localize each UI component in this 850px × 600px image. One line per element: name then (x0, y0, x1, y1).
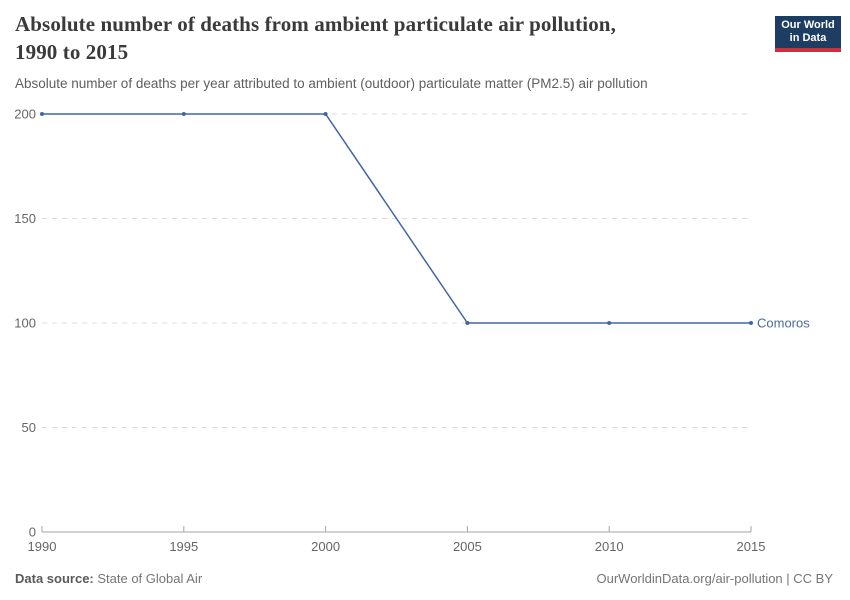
series-line (42, 113, 751, 324)
x-axis-tick-label: 2005 (453, 539, 482, 554)
page-title: Absolute number of deaths from ambient p… (15, 12, 616, 64)
owid-logo-line1: Our World (781, 19, 835, 31)
y-axis-tick-label: 0 (29, 525, 36, 540)
x-axis-tick-label: 2010 (595, 539, 624, 554)
data-point (749, 321, 753, 325)
y-axis-tick-label: 100 (14, 316, 36, 331)
owid-logo-line2: in Data (789, 32, 827, 44)
series-end-label: Comoros (757, 316, 810, 331)
data-point (40, 112, 44, 116)
data-source: Data source: State of Global Air (15, 571, 202, 586)
data-source-value: State of Global Air (93, 570, 203, 586)
y-axis-tick-label: 50 (22, 420, 36, 435)
x-axis-tick-label: 2000 (311, 539, 340, 554)
owid-logo[interactable]: Our World in Data (775, 16, 841, 52)
data-point (181, 112, 186, 116)
y-axis-tick-label: 200 (14, 107, 36, 122)
x-axis-tick-label: 1995 (169, 539, 198, 554)
x-axis-tick-label: 1990 (28, 539, 57, 554)
data-point (465, 321, 470, 325)
data-source-label: Data source: (15, 570, 94, 586)
x-axis-tick-label: 2015 (737, 539, 766, 554)
data-point (323, 112, 328, 116)
credit-link[interactable]: OurWorldinData.org/air-pollution | CC BY (596, 570, 833, 586)
data-point (607, 321, 612, 325)
chart-header: Absolute number of deaths from ambient p… (15, 10, 755, 92)
y-axis-tick-label: 150 (14, 211, 36, 226)
chart-footer: Data source: State of Global Air OurWorl… (15, 568, 833, 588)
chart-subtitle: Absolute number of deaths per year attri… (15, 76, 648, 91)
